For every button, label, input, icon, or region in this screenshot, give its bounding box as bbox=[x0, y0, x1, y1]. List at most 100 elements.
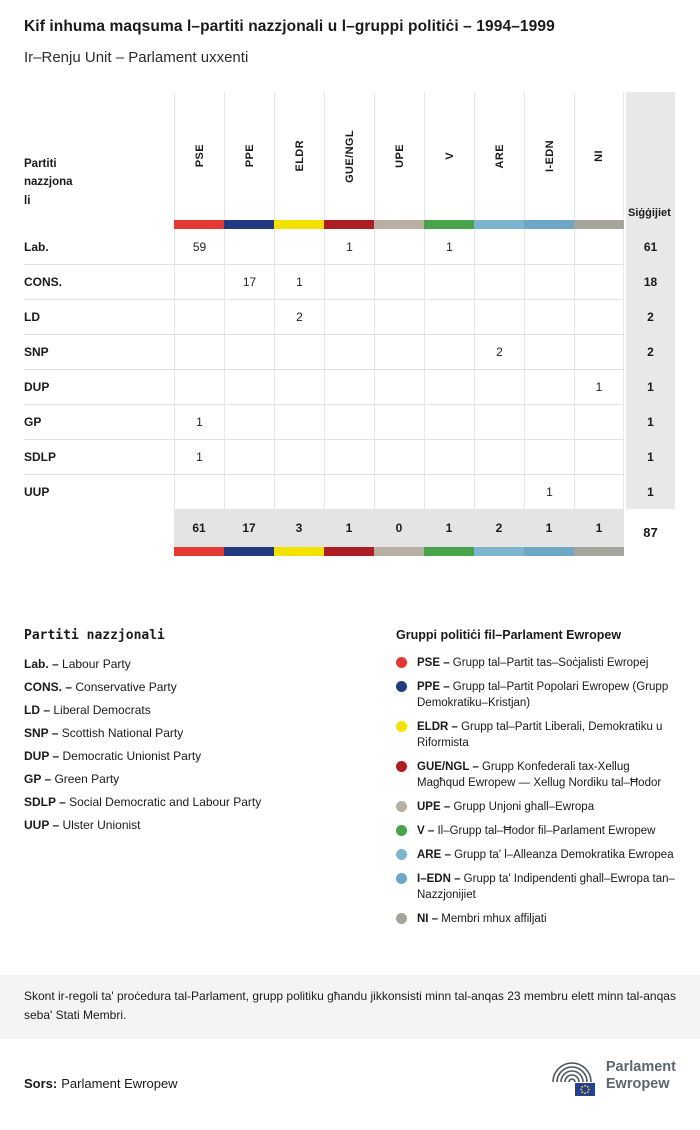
group-color-dot bbox=[396, 681, 407, 692]
value-cell bbox=[374, 229, 424, 264]
party-abbr: Lab. – bbox=[24, 657, 59, 671]
party-name: Ulster Unionist bbox=[59, 818, 141, 832]
value-cell bbox=[224, 439, 274, 474]
value-cell bbox=[374, 474, 424, 509]
value-cell bbox=[574, 474, 624, 509]
group-legend-item: NI – Membri mhux affiljati bbox=[396, 911, 676, 927]
column-total-cell: 61 bbox=[174, 509, 224, 547]
group-color-dot bbox=[396, 825, 407, 836]
value-cell bbox=[424, 439, 474, 474]
value-cell: 1 bbox=[524, 474, 574, 509]
value-cell bbox=[324, 264, 374, 299]
group-legend-text: I–EDN – Grupp ta' Indipendenti ghall–Ewr… bbox=[417, 871, 676, 903]
value-cell bbox=[474, 404, 524, 439]
group-desc: Grupp tal–Partit Liberali, Demokratiku u… bbox=[417, 721, 663, 749]
group-legend-item: UPE – Grupp Unjoni ghall–Ewropa bbox=[396, 799, 676, 815]
party-legend-item: UUP – Ulster Unionist bbox=[24, 818, 374, 832]
group-column-header: V bbox=[424, 92, 474, 220]
page-title: Kif inhuma maqsuma l–partiti nazzjonali … bbox=[24, 18, 555, 35]
row-header-label: Partiti nazzjona li bbox=[24, 157, 73, 207]
value-cell bbox=[374, 404, 424, 439]
group-legend-item: PSE – Grupp tal–Partit tas–Soċjalisti Ew… bbox=[396, 655, 676, 671]
column-total-cell: 0 bbox=[374, 509, 424, 547]
row-total-cell: 18 bbox=[626, 264, 675, 299]
value-cell: 1 bbox=[574, 369, 624, 404]
party-abbr: SDLP – bbox=[24, 795, 66, 809]
value-cell: 59 bbox=[174, 229, 224, 264]
group-legend-text: NI – Membri mhux affiljati bbox=[417, 911, 676, 927]
group-code-label: V bbox=[443, 152, 456, 160]
party-abbr: CONS. – bbox=[24, 680, 73, 694]
group-desc: Grupp ta' l–Alleanza Demokratika Ewropea bbox=[450, 849, 674, 861]
value-cell bbox=[174, 334, 224, 369]
value-cell bbox=[374, 299, 424, 334]
party-legend-item: SNP – Scottish National Party bbox=[24, 726, 374, 740]
group-code-label: ARE bbox=[493, 143, 506, 169]
ep-logo-text: Parlament Ewropew bbox=[606, 1059, 676, 1093]
ep-logo-text-line1: Parlament bbox=[605, 1059, 676, 1075]
party-name: Labour Party bbox=[58, 657, 131, 671]
group-abbr: NI – bbox=[417, 913, 439, 925]
party-legend-item: CONS. – Conservative Party bbox=[24, 680, 374, 694]
group-color-bar-bottom bbox=[424, 547, 474, 556]
value-cell bbox=[574, 299, 624, 334]
group-abbr: PPE – bbox=[417, 681, 450, 693]
group-legend-text: PPE – Grupp tal–Partit Popolari Ewropew … bbox=[417, 679, 676, 711]
value-cell bbox=[524, 229, 574, 264]
value-cell bbox=[524, 439, 574, 474]
group-legend-item: PPE – Grupp tal–Partit Popolari Ewropew … bbox=[396, 679, 676, 711]
value-cell bbox=[324, 299, 374, 334]
party-abbr: UUP – bbox=[24, 818, 60, 832]
group-column-header: ELDR bbox=[274, 92, 324, 220]
value-cell bbox=[474, 264, 524, 299]
party-name-cell: Lab. bbox=[24, 239, 49, 254]
groups-legend-title: Gruppi politiċi fil–Parlament Ewropew bbox=[396, 628, 622, 642]
group-color-bar-top bbox=[174, 220, 224, 229]
column-total-cell: 1 bbox=[424, 509, 474, 547]
distribution-table: Partiti nazzjona li Siġġijiet PSE PPE ELDR… bbox=[24, 92, 676, 556]
group-color-bar-top bbox=[474, 220, 524, 229]
ep-logo-text-line2: Ewropew bbox=[605, 1076, 670, 1092]
group-color-bar-bottom bbox=[574, 547, 624, 556]
group-legend-text: UPE – Grupp Unjoni ghall–Ewropa bbox=[417, 799, 676, 815]
value-cell bbox=[174, 264, 224, 299]
group-legend-text: PSE – Grupp tal–Partit tas–Soċjalisti Ew… bbox=[417, 655, 676, 671]
party-name: Green Party bbox=[51, 772, 120, 786]
value-cell bbox=[474, 369, 524, 404]
group-color-bar-bottom bbox=[524, 547, 574, 556]
column-total-cell: 3 bbox=[274, 509, 324, 547]
group-desc: Grupp Konfederali tax-Xellug Magħqud Ewr… bbox=[417, 761, 662, 789]
group-abbr: I–EDN – bbox=[417, 873, 461, 885]
group-color-bar-top bbox=[424, 220, 474, 229]
group-code-label: UPE bbox=[393, 144, 406, 168]
group-code-label: PSE bbox=[193, 144, 206, 168]
seats-column-header: Siġġijiet bbox=[626, 92, 675, 229]
value-cell bbox=[374, 334, 424, 369]
group-column-header: PSE bbox=[174, 92, 224, 220]
party-name-cell: SNP bbox=[24, 334, 174, 369]
group-column-header: UPE bbox=[374, 92, 424, 220]
group-column-header: NI bbox=[574, 92, 624, 220]
value-cell bbox=[524, 404, 574, 439]
party-name-cell: LD bbox=[24, 299, 174, 334]
party-abbr: SNP – bbox=[24, 726, 59, 740]
row-total-cell: 1 bbox=[626, 369, 675, 404]
value-cell bbox=[374, 264, 424, 299]
value-cell bbox=[274, 439, 324, 474]
source-name: Parlament Ewropew bbox=[61, 1076, 178, 1091]
column-total-cell: 1 bbox=[524, 509, 574, 547]
page-subtitle: Ir–Renju Unit – Parlament uxxenti bbox=[24, 49, 249, 66]
group-desc: Il–Grupp tal–Ħodor fil–Parlament Ewropew bbox=[434, 825, 656, 837]
group-abbr: V – bbox=[417, 825, 435, 837]
party-name: Conservative Party bbox=[72, 680, 177, 694]
group-code-label: NI bbox=[593, 150, 605, 162]
group-color-dot bbox=[396, 801, 407, 812]
group-color-bar-bottom bbox=[174, 547, 224, 556]
group-legend-text: ELDR – Grupp tal–Partit Liberali, Demokr… bbox=[417, 719, 676, 751]
eu-flag-icon bbox=[574, 1083, 595, 1096]
group-column-header: I-EDN bbox=[524, 92, 574, 220]
value-cell bbox=[474, 229, 524, 264]
group-legend-text: ARE – Grupp ta' l–Alleanza Demokratika E… bbox=[417, 847, 676, 863]
row-total-cell: 2 bbox=[626, 299, 675, 334]
group-column-header: PPE bbox=[224, 92, 274, 220]
